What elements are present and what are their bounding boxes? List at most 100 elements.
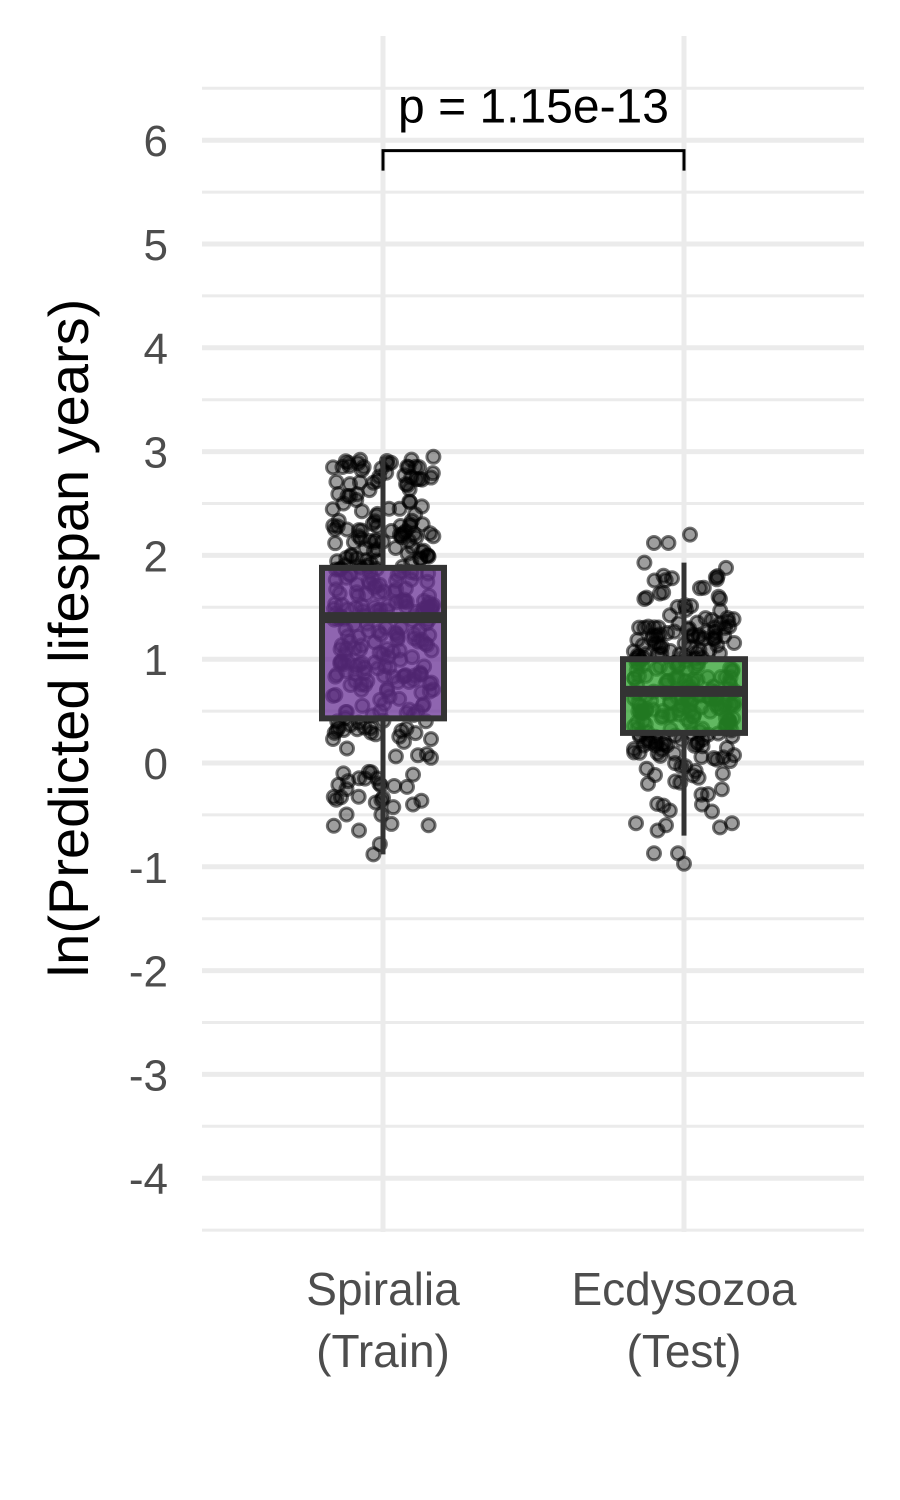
data-point <box>628 815 644 832</box>
data-point <box>638 760 655 777</box>
data-point <box>325 459 342 476</box>
data-point <box>362 719 379 736</box>
y-tick-label: -3 <box>129 1051 168 1100</box>
data-point <box>338 740 355 757</box>
y-axis-ticks: 6 5 4 3 2 1 0 -1 -2 -3 -4 <box>129 117 168 1204</box>
data-point <box>338 806 355 823</box>
data-point <box>660 534 677 551</box>
x-tick-label: Spiralia <box>306 1263 460 1315</box>
data-point <box>328 722 345 739</box>
data-point <box>658 817 674 834</box>
data-point <box>405 766 422 783</box>
x-tick-label: Ecdysozoa <box>571 1263 796 1315</box>
y-tick-label: -1 <box>129 844 168 893</box>
grid <box>202 36 864 1232</box>
data-point <box>353 503 370 520</box>
data-point <box>636 554 653 571</box>
data-point <box>676 855 692 872</box>
data-point <box>387 539 404 556</box>
data-point <box>365 474 382 491</box>
data-point <box>714 765 731 782</box>
data-point <box>646 845 662 862</box>
data-point <box>661 802 678 819</box>
data-point <box>709 568 726 585</box>
data-point <box>649 635 666 652</box>
y-tick-label: 0 <box>144 740 168 789</box>
data-point <box>351 822 367 839</box>
data-point <box>423 731 439 748</box>
data-point <box>339 521 355 538</box>
data-point <box>649 795 666 812</box>
y-axis-label: ln(Predicted lifespan years) <box>37 299 100 978</box>
data-point <box>682 526 698 543</box>
box-iqr <box>319 564 447 722</box>
data-point <box>365 846 382 863</box>
y-tick-label: 1 <box>144 636 168 685</box>
data-point <box>420 817 437 834</box>
significance-bracket: p = 1.15e-13 <box>381 81 686 171</box>
data-point <box>385 799 402 816</box>
data-point <box>651 585 668 602</box>
data-point <box>399 778 415 795</box>
data-point <box>387 748 404 765</box>
data-point <box>395 733 412 750</box>
data-point <box>659 625 676 642</box>
data-point <box>423 749 439 766</box>
y-tick-label: 6 <box>144 117 168 166</box>
data-point <box>327 535 344 552</box>
data-point <box>664 570 680 587</box>
x-tick-label: (Test) <box>627 1325 742 1377</box>
data-point <box>325 817 342 834</box>
data-point <box>328 473 345 490</box>
data-point <box>367 794 384 811</box>
data-point <box>666 745 683 762</box>
data-point <box>712 590 728 607</box>
data-point <box>684 767 701 784</box>
data-point <box>646 534 662 551</box>
data-point <box>352 451 369 468</box>
data-point <box>636 590 653 607</box>
boxplots <box>319 456 748 855</box>
data-point <box>386 777 403 794</box>
data-point <box>343 546 360 563</box>
y-tick-label: 3 <box>144 429 168 478</box>
data-point <box>349 721 366 738</box>
data-point <box>707 628 724 645</box>
data-point <box>414 516 431 533</box>
data-point <box>656 735 673 752</box>
y-tick-label: 4 <box>144 325 168 374</box>
data-point <box>357 770 373 787</box>
p-value-label: p = 1.15e-13 <box>398 81 669 134</box>
data-point <box>693 748 710 765</box>
data-point <box>402 518 419 535</box>
data-point <box>335 765 352 782</box>
data-point <box>383 815 400 832</box>
data-point <box>691 580 708 597</box>
data-point <box>407 725 424 742</box>
data-point <box>713 781 730 798</box>
data-point <box>357 540 374 557</box>
data-point <box>683 597 700 614</box>
data-point <box>366 513 383 530</box>
y-tick-label: 5 <box>144 221 168 270</box>
data-point <box>700 786 716 803</box>
data-point <box>423 469 439 486</box>
x-axis-ticks: Spiralia (Train) Ecdysozoa (Test) <box>306 1263 797 1377</box>
data-point <box>425 528 442 545</box>
x-tick-label: (Train) <box>316 1325 450 1377</box>
data-point <box>724 815 740 832</box>
data-point <box>640 775 656 792</box>
data-point <box>715 749 732 766</box>
data-point <box>411 459 427 476</box>
data-point <box>425 448 442 465</box>
data-point <box>691 629 708 646</box>
y-tick-label: -2 <box>129 948 168 997</box>
data-point <box>335 495 352 512</box>
data-point <box>333 789 349 806</box>
data-point <box>420 548 437 565</box>
data-point <box>401 493 418 510</box>
data-point <box>405 796 421 813</box>
y-tick-label: 2 <box>144 532 168 581</box>
y-tick-label: -4 <box>129 1155 168 1204</box>
